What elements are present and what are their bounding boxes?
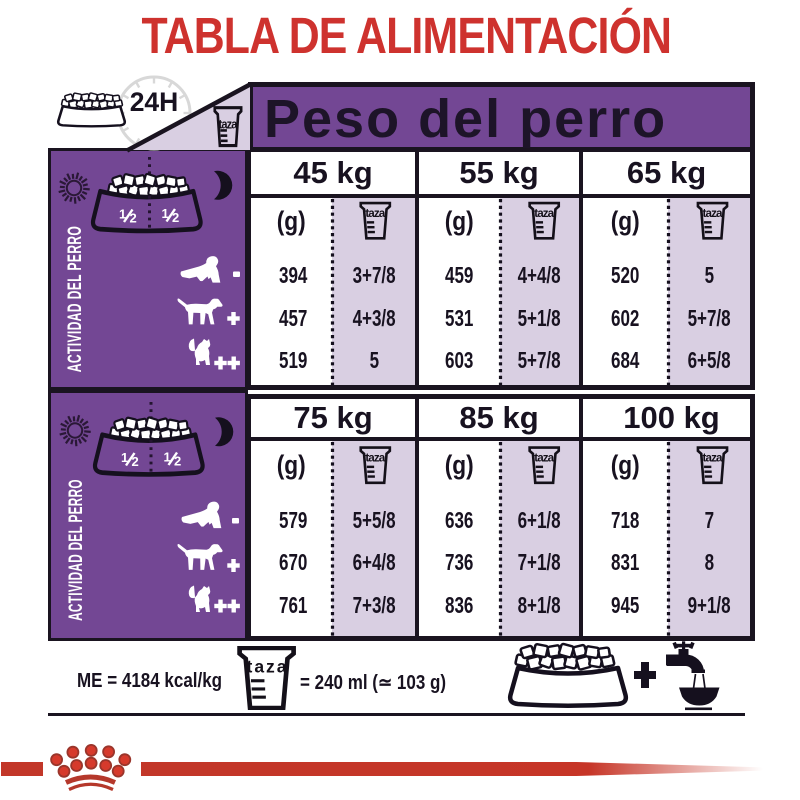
svg-text:24H: 24H <box>130 87 179 117</box>
svg-text:taza: taza <box>247 657 287 677</box>
svg-text:taza: taza <box>219 116 238 131</box>
